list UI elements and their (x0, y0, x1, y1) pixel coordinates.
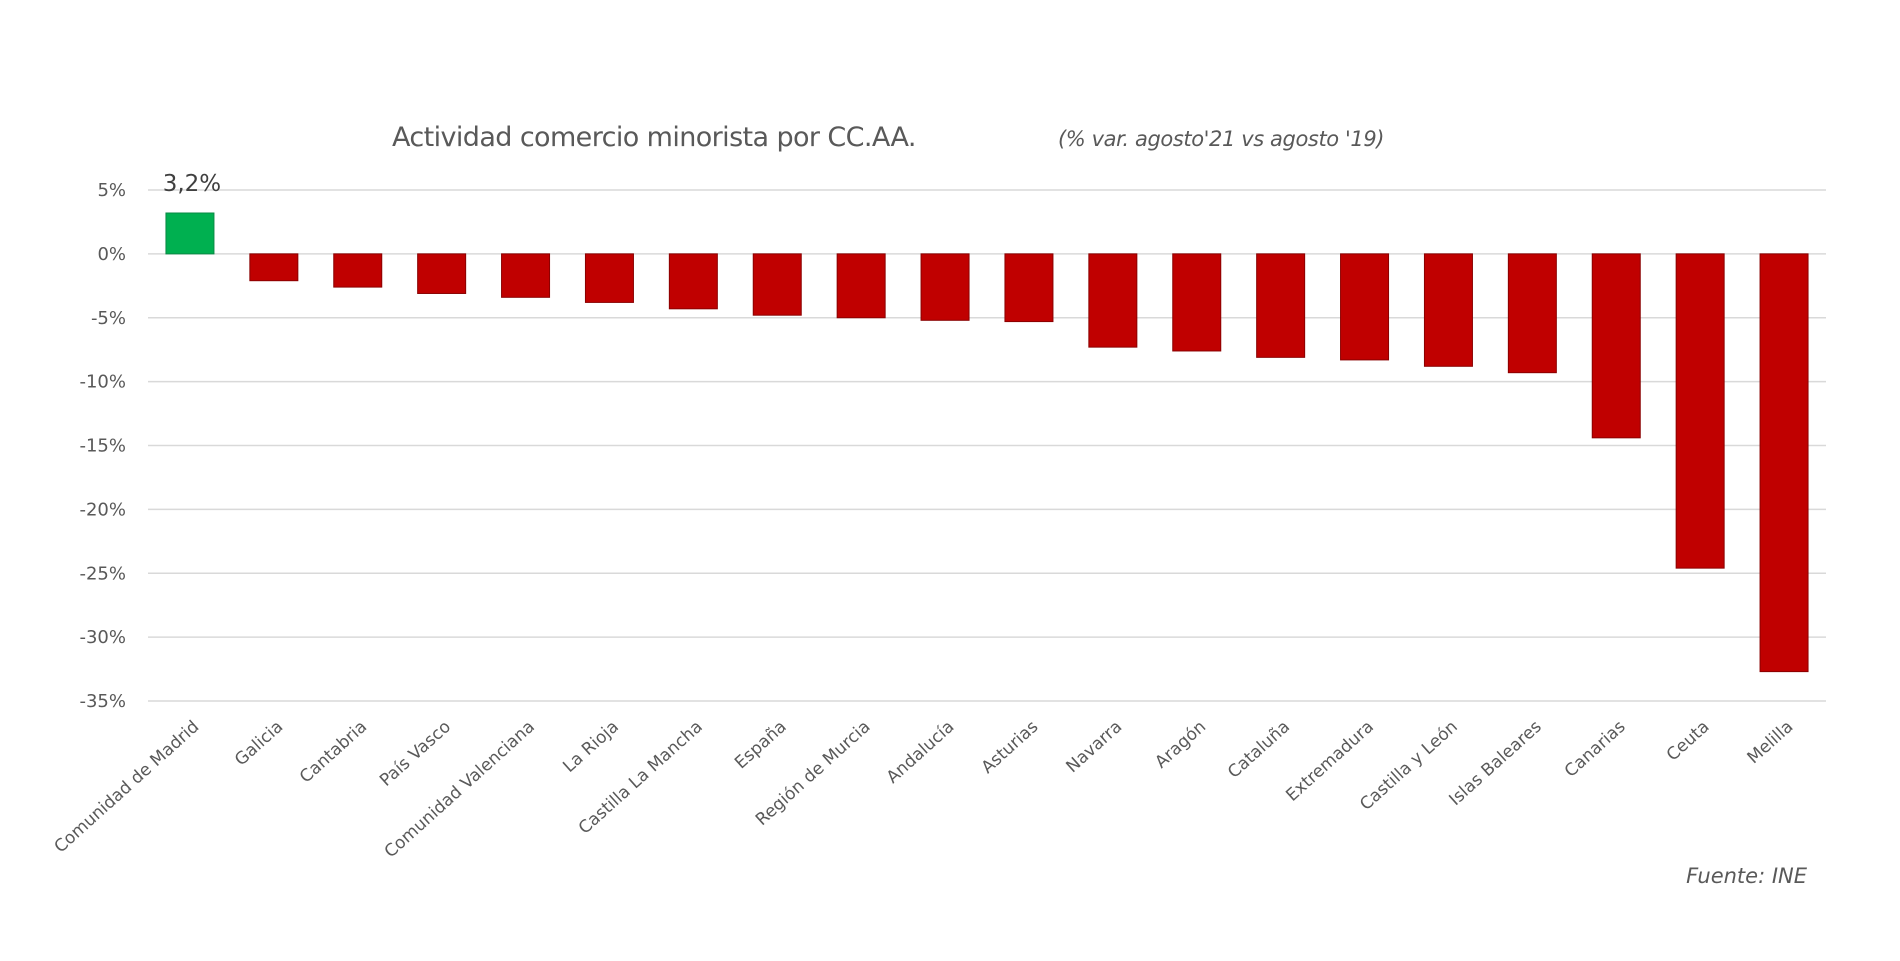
bar-pais-vasco (417, 253, 467, 294)
x-tick-label: Melilla (1744, 717, 1798, 768)
chart-title: Actividad comercio minorista por CC.AA. (392, 122, 916, 153)
bar-cataluna (1256, 253, 1306, 358)
y-tick-label: -20% (79, 499, 126, 520)
bar-melilla (1759, 253, 1809, 673)
gridlines (148, 189, 1826, 702)
y-tick-label: 5% (97, 180, 126, 201)
bar-region-de-murcia (836, 253, 886, 319)
y-tick-label: -30% (79, 627, 126, 648)
y-tick-label: -10% (79, 372, 126, 393)
y-axis-ticks: 5% 0% -5% -10% -15% -20% -25% -30% -35% (79, 180, 126, 712)
y-tick-label: -15% (79, 436, 126, 457)
x-tick-label: Canarias (1561, 717, 1630, 782)
x-tick-label: Ceuta (1663, 717, 1714, 765)
bar-comunidad-valenciana (501, 253, 551, 298)
x-tick-label: Aragón (1151, 717, 1210, 773)
bar-castilla-y-leon (1423, 253, 1473, 367)
y-tick-label: 0% (97, 244, 126, 265)
x-tick-label: La Rioja (559, 717, 622, 777)
x-tick-label: Asturias (978, 717, 1043, 778)
x-tick-label: Cantabria (296, 717, 371, 787)
x-tick-label: Galicia (231, 717, 287, 770)
bar-la-rioja (584, 253, 634, 303)
chart-subtitle: (% var. agosto'21 vs agosto '19) (1058, 127, 1384, 151)
bar-cantabria (333, 253, 383, 288)
bar-navarra (1088, 253, 1138, 348)
bar-andalucia (920, 253, 970, 321)
bar-galicia (249, 253, 299, 282)
y-tick-label: -35% (79, 691, 126, 712)
bar-asturias (1004, 253, 1054, 323)
bar-canarias (1591, 253, 1641, 439)
y-tick-label: -5% (91, 308, 126, 329)
source-note: Fuente: INE (1686, 864, 1808, 888)
x-tick-label: Cataluña (1224, 717, 1294, 783)
bars (165, 212, 1809, 673)
x-tick-label: España (731, 717, 790, 773)
y-tick-label: -25% (79, 563, 126, 584)
x-tick-label: Andalucía (883, 717, 959, 788)
x-tick-label: Comunidad Valenciana (381, 717, 539, 862)
bar-ceuta (1675, 253, 1725, 569)
bar-aragon (1172, 253, 1222, 352)
x-tick-label: Navarra (1062, 717, 1126, 777)
bar-extremadura (1340, 253, 1390, 361)
x-tick-label: Comunidad de Madrid (51, 717, 204, 857)
x-axis-ticks: Comunidad de Madrid Galicia Cantabria País … (51, 717, 1798, 862)
data-label: 3,2% (163, 171, 221, 197)
x-tick-label: País Vasco (376, 717, 455, 791)
bar-comunidad-de-madrid (165, 212, 215, 255)
bar-islas-baleares (1507, 253, 1557, 374)
bar-espana (752, 253, 802, 316)
data-labels: 3,2% (163, 171, 221, 197)
bar-castilla-la-mancha (668, 253, 718, 310)
